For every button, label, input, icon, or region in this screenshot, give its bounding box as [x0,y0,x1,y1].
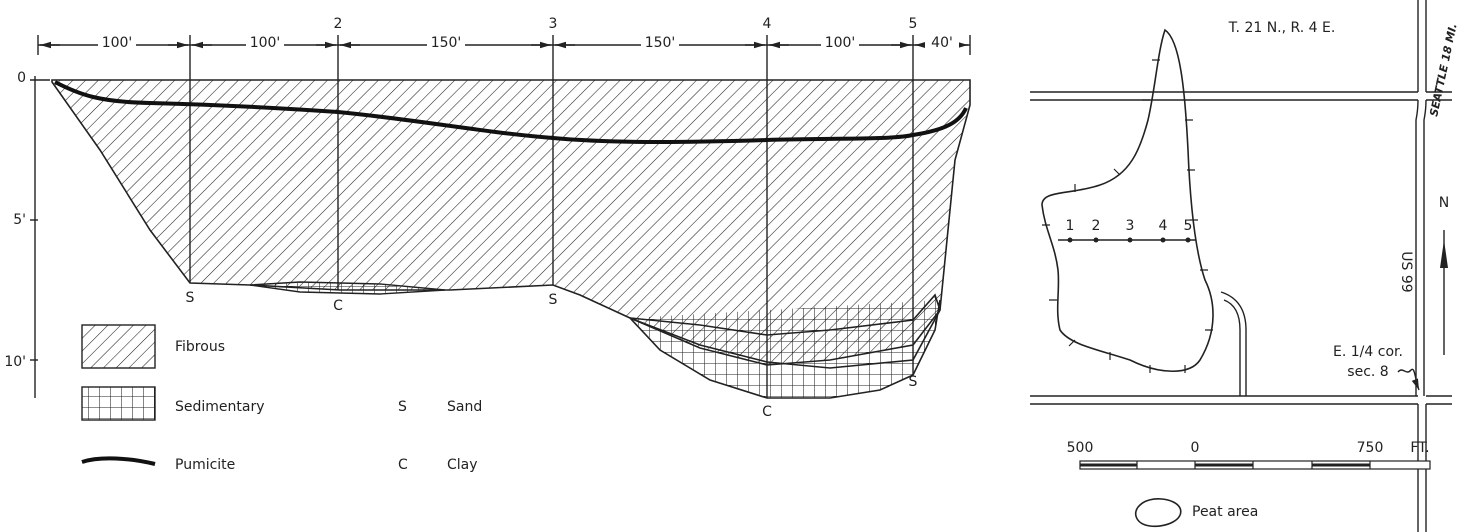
station-label: 2 [334,16,343,32]
north-arrowhead [1440,240,1448,268]
map-station-label: 5 [1184,218,1193,234]
scale-label: FT. [1410,440,1429,456]
scale-label: 750 [1357,440,1384,456]
legend-label: Fibrous [175,339,225,355]
station-label: 4 [763,16,772,32]
distance-label: 150' [431,35,462,51]
legend-label: Pumicite [175,457,235,473]
legend-fibrous-swatch [82,325,155,368]
scale-label: 0 [1191,440,1200,456]
distance-label: 100' [102,35,133,51]
bottom-label: S [549,292,558,308]
distance-label: 40' [931,35,953,51]
legend-label: Sand [447,399,482,415]
cross-section: 100' 100' 150' 150' 100' 40' 2 3 4 5 0 5… [4,16,970,473]
bottom-label: C [333,298,343,314]
peat-ticks [1042,60,1213,373]
depth-label: 0 [17,70,26,86]
legend-pumicite-swatch [82,458,155,464]
distance-label: 150' [645,35,676,51]
scale-bar [1080,461,1430,469]
legend-label: Sedimentary [175,399,265,415]
scale-label: 500 [1067,440,1094,456]
map-station-label: 4 [1159,218,1168,234]
legend-symbol: C [398,457,408,473]
bottom-label: S [186,290,195,306]
peat-legend-swatch [1136,499,1181,526]
depth-label: 5' [13,212,26,228]
route-label: US 99 [1398,251,1414,292]
distance-label: 100' [250,35,281,51]
peat-legend-label: Peat area [1192,504,1258,520]
corner-label: E. 1/4 cor. [1333,344,1403,360]
station-label: 5 [909,16,918,32]
highway-sign: SEATTLE 18 MI. [1427,22,1457,118]
corner-label: sec. 8 [1347,364,1388,380]
bottom-label: S [909,374,918,390]
map-station-label: 1 [1066,218,1075,234]
depth-label: 10' [4,354,26,370]
legend-sedimentary-swatch [82,387,155,420]
legend-label: Clay [447,457,478,473]
figure: 100' 100' 150' 150' 100' 40' 2 3 4 5 0 5… [0,0,1457,532]
legend-symbol: S [398,399,407,415]
distance-label: 100' [825,35,856,51]
map-station-label: 3 [1126,218,1135,234]
station-label: 3 [549,16,558,32]
map-station-label: 2 [1092,218,1101,234]
north-label: N [1439,195,1449,211]
location-map: T. 21 N., R. 4 E. SEATTLE 18 MI. US 99 N… [1030,0,1457,532]
bottom-label: C [762,404,772,420]
peat-outline [1042,30,1213,371]
township-label: T. 21 N., R. 4 E. [1228,20,1336,36]
